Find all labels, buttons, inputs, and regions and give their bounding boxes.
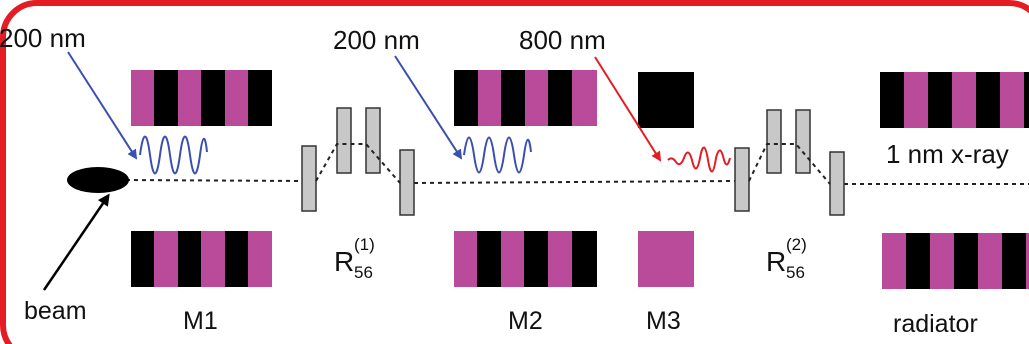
radiator-top <box>880 72 1029 128</box>
label-wavelength-3: 800 nm <box>519 25 606 55</box>
label-chicane-2-sub: 56 <box>786 263 805 282</box>
label-m1: M1 <box>183 307 218 335</box>
label-chicane-2-sup: (2) <box>786 235 807 254</box>
seed-arrow-2 <box>394 55 463 160</box>
chicane-1 <box>301 107 415 216</box>
label-chicane-1-base: R <box>334 246 355 277</box>
radiator-bottom <box>882 233 1029 289</box>
label-chicane-2-base: R <box>766 246 787 277</box>
modulator-m3-top <box>638 72 694 128</box>
label-wavelength-2: 200 nm <box>333 25 420 55</box>
seed-wave-1 <box>139 135 208 175</box>
label-chicane-2: R (2) 56 <box>766 236 826 286</box>
label-beam: beam <box>24 297 87 325</box>
beam-axis-1 <box>125 179 303 182</box>
label-chicane-1-sup: (1) <box>354 235 375 254</box>
label-xray: 1 nm x-ray <box>886 139 1009 169</box>
seed-arrow-1 <box>67 51 138 160</box>
label-m2: M2 <box>508 307 543 335</box>
beam-arrow <box>42 193 110 291</box>
label-radiator: radiator <box>893 310 978 338</box>
seed-wave-2 <box>463 136 532 174</box>
label-chicane-1-sub: 56 <box>354 263 373 282</box>
label-chicane-1: R (1) 56 <box>334 236 394 286</box>
beam-axis-2 <box>413 180 736 184</box>
modulator-m1-top <box>131 70 272 126</box>
modulator-m3-bottom <box>638 231 694 287</box>
seed-wave-3 <box>667 146 731 173</box>
label-wavelength-1: 200 nm <box>0 23 86 53</box>
seed-arrow-3 <box>594 56 662 162</box>
chicane-2 <box>734 109 845 216</box>
label-m3: M3 <box>646 307 681 335</box>
modulator-m2-top <box>454 70 597 126</box>
modulator-m1-bottom <box>131 231 272 287</box>
modulator-m2-bottom <box>454 231 597 287</box>
electron-beam <box>67 167 129 193</box>
